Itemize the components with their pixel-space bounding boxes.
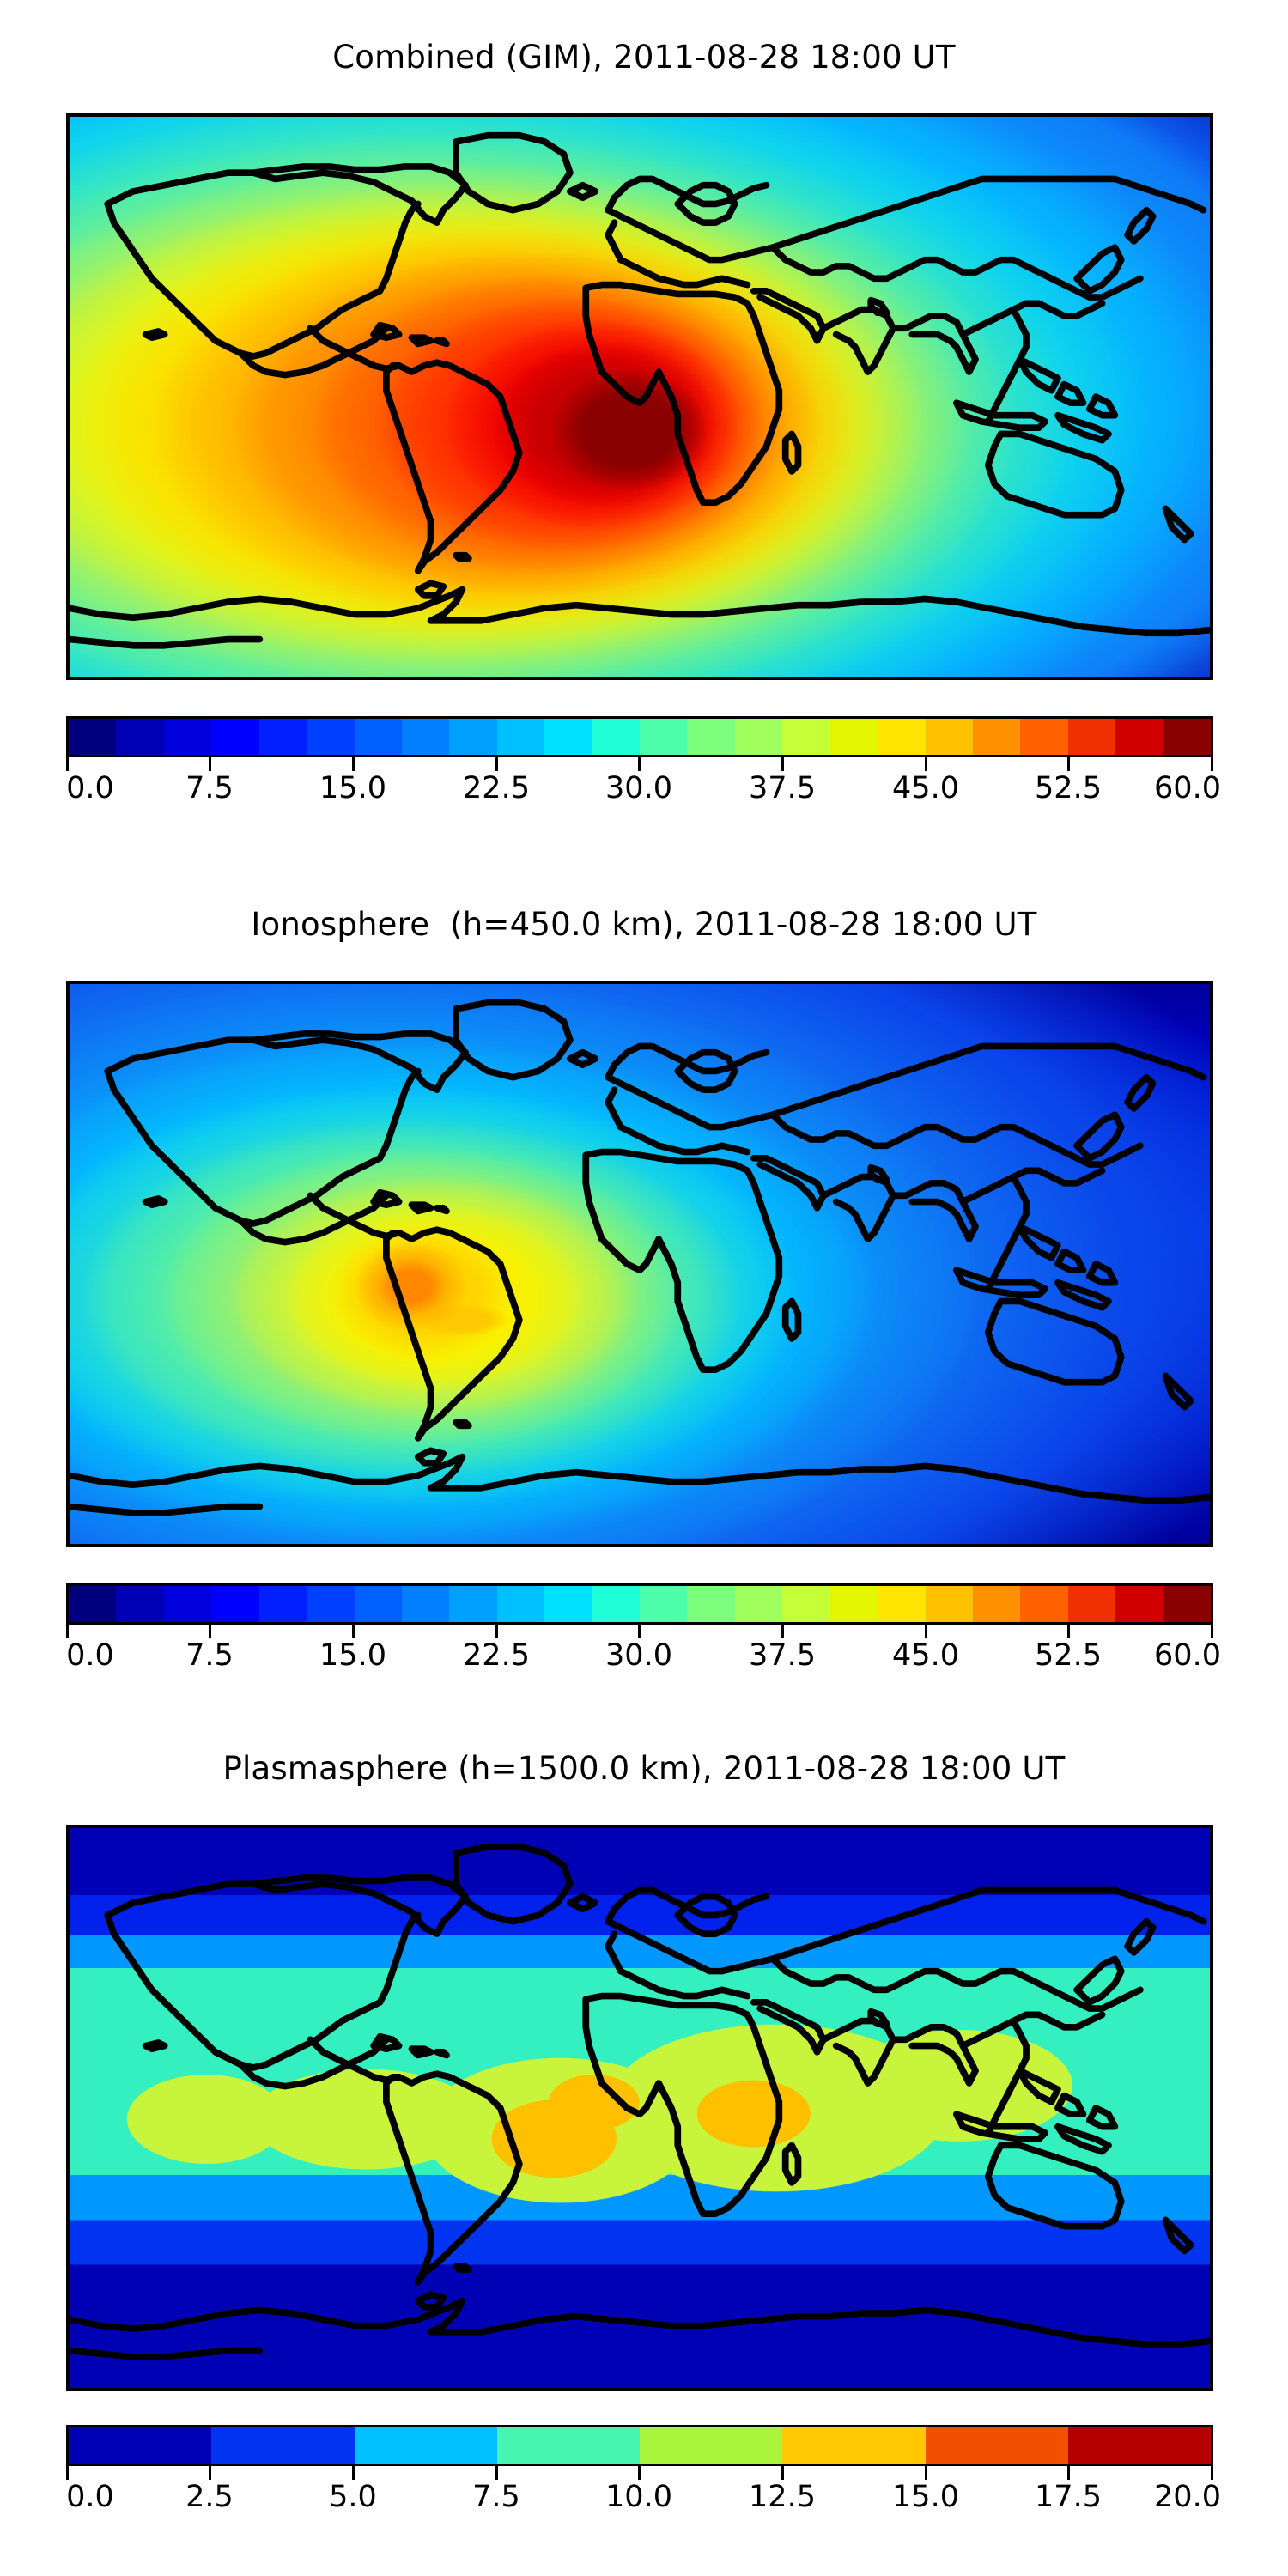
cb1-tick-5: 37.5 <box>749 771 816 805</box>
colorbar-plasmasphere-labels: 0.0 2.5 5.0 7.5 10.0 12.5 15.0 17.5 20.0 <box>66 2480 1221 2521</box>
colorbar-combined-labels: 0.0 7.5 15.0 22.5 30.0 37.5 45.0 52.5 60… <box>66 771 1221 812</box>
cb1-tick-7: 52.5 <box>1035 771 1102 805</box>
panel-title-combined: Combined (GIM), 2011-08-28 18:00 UT <box>332 39 956 76</box>
coastlines-plasmasphere <box>70 1843 1210 2360</box>
coastlines-ionosphere <box>70 999 1210 1516</box>
colorbar-ionosphere-ticks <box>66 1625 1213 1638</box>
cb2-tick-4: 30.0 <box>605 1638 672 1673</box>
tec-field-combined <box>70 117 1210 677</box>
cb3-tick-7: 17.5 <box>1035 2480 1102 2514</box>
cb2-tick-3: 22.5 <box>463 1638 530 1673</box>
cb3-tick-6: 15.0 <box>892 2480 959 2514</box>
colorbar-plasmasphere-gradient <box>66 2425 1213 2466</box>
cb2-tick-5: 37.5 <box>749 1638 816 1673</box>
colorbar-ionosphere: 0.0 7.5 15.0 22.5 30.0 37.5 45.0 52.5 60… <box>66 1583 1221 1680</box>
panel-title-plasmasphere: Plasmasphere (h=1500.0 km), 2011-08-28 1… <box>222 1750 1066 1787</box>
coastlines-combined <box>70 131 1210 649</box>
cb3-tick-2: 5.0 <box>329 2480 377 2514</box>
cb2-tick-7: 52.5 <box>1035 1638 1102 1673</box>
cb1-tick-1: 7.5 <box>185 771 234 805</box>
map-plasmasphere <box>66 1825 1213 2391</box>
cb3-tick-0: 0.0 <box>66 2480 114 2514</box>
cb3-tick-1: 2.5 <box>185 2480 234 2514</box>
colorbar-combined: 0.0 7.5 15.0 22.5 30.0 37.5 45.0 52.5 60… <box>66 716 1221 812</box>
cb1-tick-2: 15.0 <box>319 771 386 805</box>
map-combined-gim <box>66 113 1213 680</box>
colorbar-plasmasphere: 0.0 2.5 5.0 7.5 10.0 12.5 15.0 17.5 20.0 <box>66 2425 1221 2521</box>
cb2-tick-2: 15.0 <box>319 1638 386 1673</box>
cb2-tick-6: 45.0 <box>892 1638 959 1673</box>
colorbar-ionosphere-gradient <box>66 1583 1213 1625</box>
cb1-tick-0: 0.0 <box>66 771 114 805</box>
cb2-tick-0: 0.0 <box>66 1638 114 1673</box>
cb3-tick-5: 12.5 <box>749 2480 816 2514</box>
cb2-tick-1: 7.5 <box>185 1638 234 1673</box>
cb2-tick-8: 60.0 <box>1154 1638 1221 1673</box>
cb1-tick-3: 22.5 <box>463 771 530 805</box>
tec-field-plasmasphere <box>70 1828 1210 2388</box>
colorbar-combined-ticks <box>66 757 1213 771</box>
cb1-tick-6: 45.0 <box>892 771 959 805</box>
tec-field-ionosphere <box>70 984 1210 1544</box>
panel-title-ionosphere: Ionosphere (h=450.0 km), 2011-08-28 18:0… <box>251 906 1037 943</box>
colorbar-combined-gradient <box>66 716 1213 757</box>
cb3-tick-3: 7.5 <box>472 2480 520 2514</box>
cb3-tick-8: 20.0 <box>1154 2480 1221 2514</box>
cb3-tick-4: 10.0 <box>605 2480 672 2514</box>
cb1-tick-8: 60.0 <box>1154 771 1221 805</box>
map-ionosphere <box>66 981 1213 1547</box>
colorbar-plasmasphere-ticks <box>66 2466 1213 2480</box>
colorbar-ionosphere-labels: 0.0 7.5 15.0 22.5 30.0 37.5 45.0 52.5 60… <box>66 1638 1221 1680</box>
cb1-tick-4: 30.0 <box>605 771 672 805</box>
